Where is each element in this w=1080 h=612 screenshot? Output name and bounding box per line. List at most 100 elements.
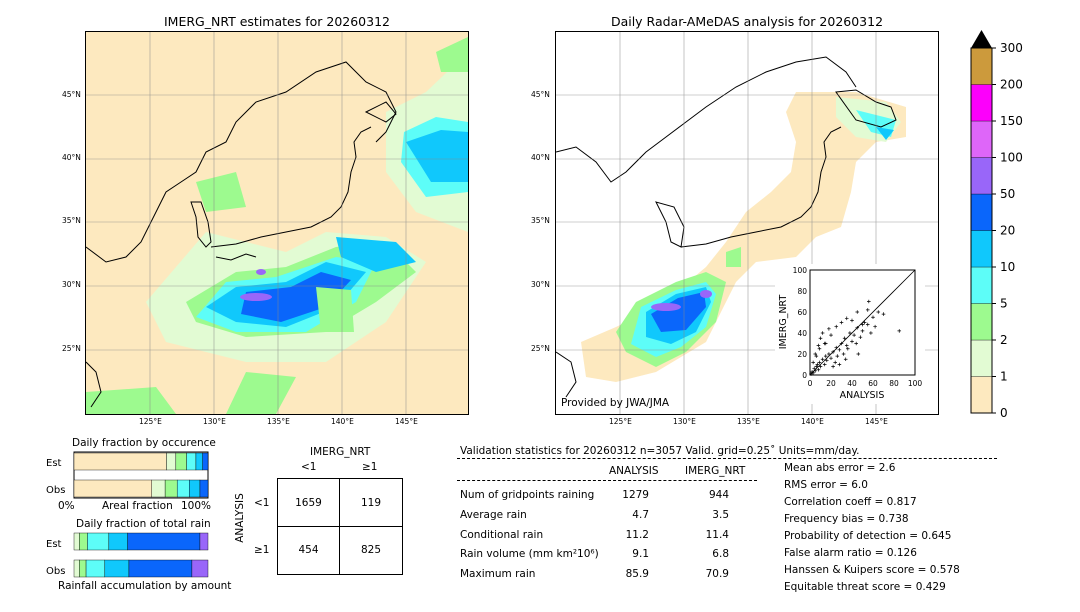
validation-header: Validation statistics for 20260312 n=305… bbox=[460, 445, 860, 457]
left-lon-tick: 130°E bbox=[203, 417, 226, 426]
scatter-y-tick: 20 bbox=[797, 350, 807, 359]
scatter-x-tick: 80 bbox=[889, 379, 899, 388]
validation-col-analysis: ANALYSIS bbox=[609, 465, 659, 477]
fraction-bar-segment bbox=[199, 479, 209, 498]
fraction-bar-segment bbox=[73, 532, 80, 551]
stat-analysis: 1279 bbox=[622, 489, 649, 501]
stat-analysis: 4.7 bbox=[632, 509, 649, 521]
scatter-point bbox=[818, 336, 823, 341]
colorbar-segment bbox=[970, 84, 993, 122]
contingency-row-lt1: <1 bbox=[254, 497, 270, 509]
scatter-point bbox=[854, 341, 858, 346]
scatter-point bbox=[815, 362, 820, 367]
colorbar-level-label: 200 bbox=[1000, 78, 1023, 92]
scatter-point bbox=[827, 352, 831, 356]
fraction-bar-segment bbox=[195, 452, 203, 471]
scatter-point bbox=[846, 346, 850, 351]
scatter-y-tick: 80 bbox=[797, 287, 807, 296]
scatter-point bbox=[867, 299, 871, 304]
scatter-point bbox=[897, 329, 902, 333]
stat-label: Conditional rain bbox=[460, 529, 544, 541]
fraction-bar-segment bbox=[127, 532, 201, 551]
stat-label: Num of gridpoints raining bbox=[460, 489, 595, 501]
scatter-point bbox=[818, 364, 823, 369]
fraction-bar-segment bbox=[108, 532, 128, 551]
fraction-bar-segment bbox=[199, 532, 209, 551]
stat-imerg: 3.5 bbox=[712, 509, 729, 521]
stat-imerg: 11.4 bbox=[705, 529, 729, 541]
scatter-point bbox=[844, 343, 849, 348]
fraction-bar-segment bbox=[73, 479, 152, 498]
scatter-point bbox=[835, 354, 840, 358]
contingency-row-title: ANALYSIS bbox=[234, 493, 246, 543]
total-rain-chart: Est Obs bbox=[40, 530, 230, 580]
left-map bbox=[85, 31, 469, 415]
scatter-point bbox=[822, 362, 827, 367]
right-lat-tick: 40°N bbox=[531, 153, 550, 162]
scatter-point bbox=[881, 312, 886, 316]
scatter-point bbox=[876, 310, 881, 314]
colorbar-level-label: 20 bbox=[1000, 224, 1015, 238]
scatter-point bbox=[852, 333, 856, 337]
colorbar-segment bbox=[970, 339, 993, 377]
contingency-title: IMERG_NRT bbox=[310, 446, 371, 458]
scatter-point bbox=[858, 335, 863, 339]
scatter-point bbox=[856, 352, 861, 356]
fraction-bar-segment bbox=[175, 452, 187, 471]
scatter-point bbox=[827, 327, 831, 331]
contingency-cell: 825 bbox=[360, 544, 382, 556]
scatter-point bbox=[823, 354, 828, 358]
right-lat-tick: 25°N bbox=[531, 344, 550, 353]
scatter-point bbox=[860, 329, 865, 333]
occurrence-title: Daily fraction by occurence bbox=[72, 437, 216, 449]
scatter-x-tick: 0 bbox=[808, 379, 813, 388]
colorbar-level-label: 300 bbox=[1000, 41, 1023, 55]
occurrence-axis-left: 0% bbox=[58, 500, 75, 512]
contingency-col-lt1: <1 bbox=[301, 461, 317, 473]
stat-imerg: 944 bbox=[708, 489, 729, 501]
total-row-est: Est bbox=[46, 539, 62, 550]
fraction-bar-segment bbox=[87, 532, 110, 551]
left-lon-tick: 135°E bbox=[267, 417, 290, 426]
scatter-point bbox=[813, 352, 818, 356]
scatter-point bbox=[814, 354, 819, 358]
right-lon-tick: 125°E bbox=[609, 417, 632, 426]
colorbar-level-label: 100 bbox=[1000, 151, 1023, 165]
contingency-row-ge1: ≥1 bbox=[254, 544, 270, 556]
scatter-point bbox=[813, 369, 818, 373]
stat-label: Maximum rain bbox=[460, 568, 536, 580]
colorbar-segment bbox=[970, 157, 993, 195]
colorbar-level-label: 0 bbox=[1000, 406, 1008, 420]
score-line: Frequency bias = 0.738 bbox=[784, 513, 909, 525]
scatter-point bbox=[843, 357, 848, 362]
colorbar-segment bbox=[970, 376, 993, 414]
stat-analysis: 11.2 bbox=[625, 529, 649, 541]
right-lon-tick: 130°E bbox=[673, 417, 696, 426]
scatter-y-tick: 40 bbox=[797, 329, 807, 338]
right-lon-tick: 140°E bbox=[801, 417, 824, 426]
scatter-point bbox=[822, 341, 827, 346]
occurrence-row-est: Est bbox=[46, 458, 62, 469]
fraction-bar-segment bbox=[186, 452, 197, 471]
fraction-bar-segment bbox=[176, 479, 190, 498]
scatter-point bbox=[837, 348, 842, 352]
scatter-point bbox=[825, 358, 829, 363]
scatter-point bbox=[862, 320, 867, 325]
left-lat-tick: 45°N bbox=[62, 90, 81, 99]
scatter-point bbox=[816, 343, 821, 348]
scatter-y-tick: 100 bbox=[793, 266, 808, 275]
occurrence-row-obs: Obs bbox=[46, 485, 65, 496]
scatter-y-tick: 60 bbox=[797, 308, 807, 317]
scatter-point bbox=[834, 345, 839, 350]
left-lat-tick: 35°N bbox=[62, 216, 81, 225]
left-lon-tick: 145°E bbox=[395, 417, 418, 426]
scatter-point bbox=[837, 362, 842, 367]
contingency-col-ge1: ≥1 bbox=[362, 461, 378, 473]
stat-imerg: 70.9 bbox=[705, 568, 729, 580]
colorbar-level-label: 2 bbox=[1000, 333, 1008, 347]
total-rain-bars: Est Obs bbox=[46, 532, 209, 578]
scatter-point bbox=[871, 315, 875, 320]
scatter-point bbox=[873, 324, 877, 329]
colorbar-segment bbox=[970, 47, 993, 85]
colorbar-level-label: 5 bbox=[1000, 297, 1008, 311]
